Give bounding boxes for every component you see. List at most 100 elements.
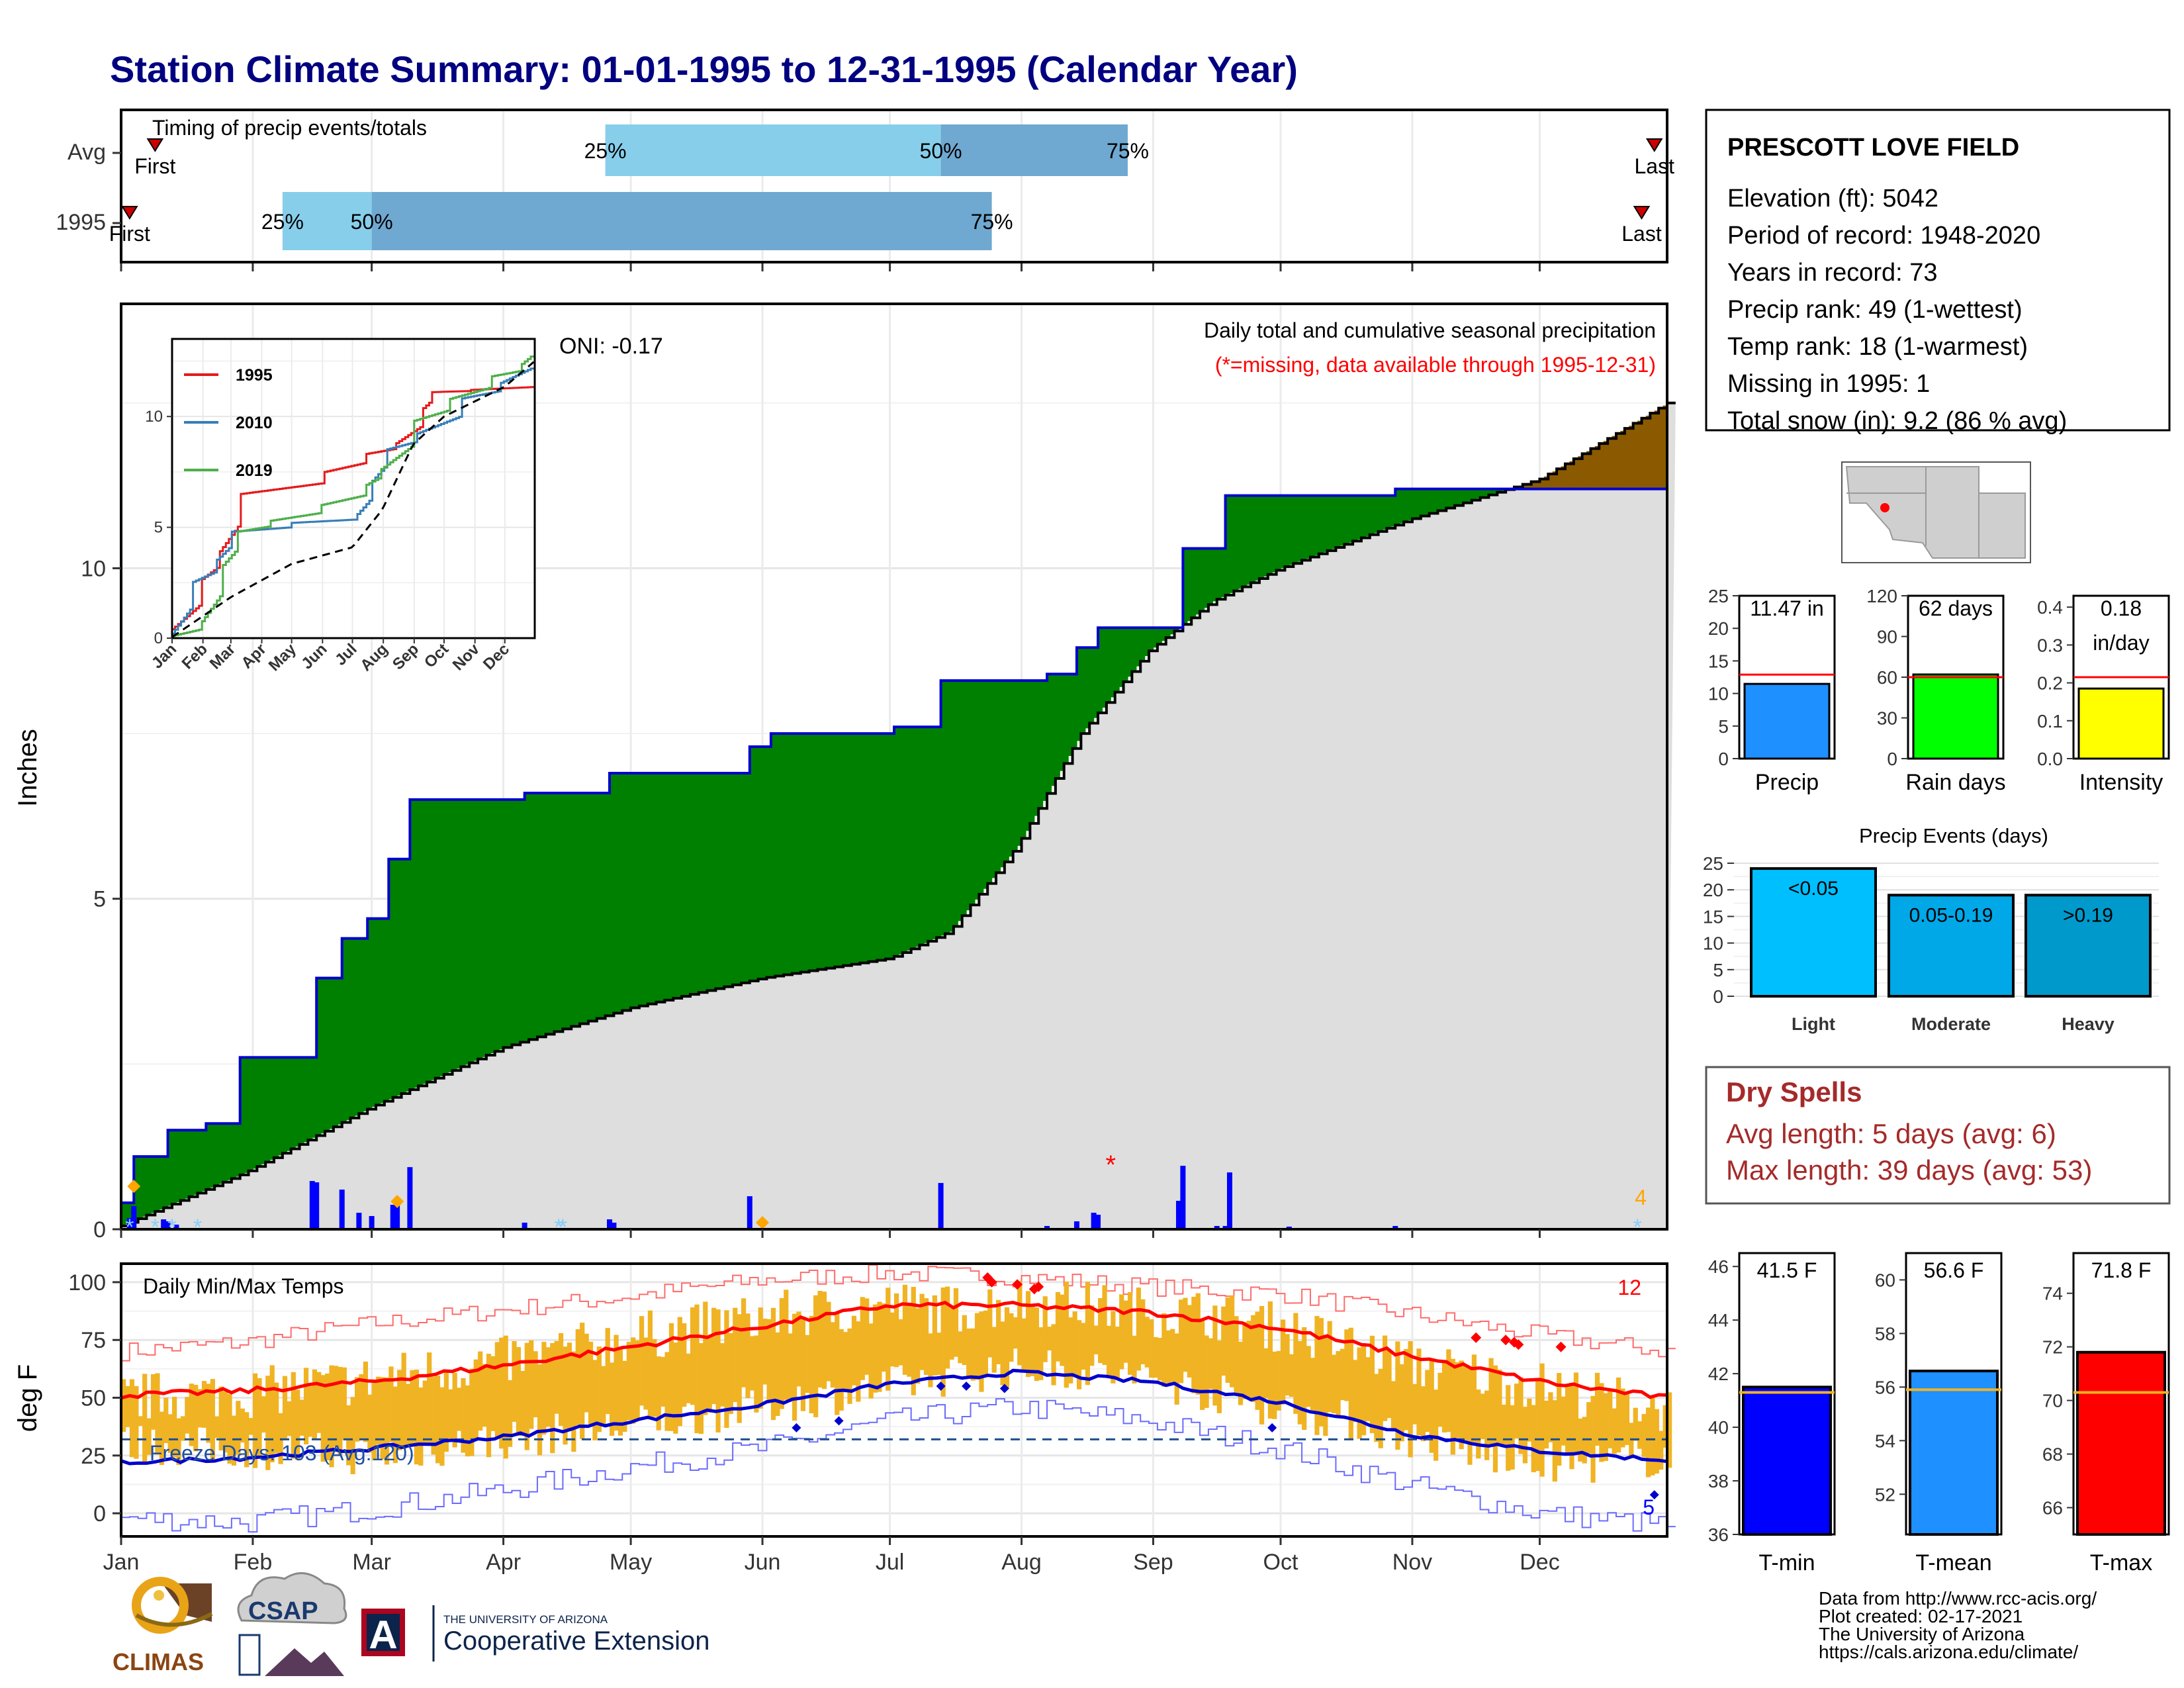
surplus-area-slice <box>1251 495 1256 583</box>
daily-temp-range-bar <box>872 1304 878 1393</box>
daily-temp-range-bar <box>1450 1358 1455 1455</box>
surplus-area-slice <box>830 733 835 968</box>
daily-temp-range-bar <box>754 1335 759 1413</box>
surplus-area-slice <box>974 680 979 900</box>
daily-temp-range-bar <box>410 1370 415 1446</box>
daily-temp-range-bar <box>422 1380 428 1444</box>
daily-temp-range-bar <box>592 1360 598 1440</box>
surplus-area-slice <box>872 733 878 961</box>
summary-y-tick-label: 0.4 <box>2037 597 2063 618</box>
daily-temp-range-bar <box>911 1287 916 1395</box>
surplus-area-slice <box>580 792 585 1024</box>
temp-y-tick-label: 36 <box>1708 1524 1729 1545</box>
surplus-area-slice <box>1216 548 1222 600</box>
inset-y-tick-label: 5 <box>154 519 163 537</box>
daily-precip-bar <box>309 1181 315 1229</box>
surplus-area-slice <box>749 747 754 981</box>
daily-temp-range-bar <box>461 1378 466 1453</box>
inset-month-label: Sep <box>389 640 422 673</box>
month-tick-label: Oct <box>1263 1550 1298 1575</box>
surplus-area-slice <box>635 773 640 1008</box>
daily-temp-range-bar <box>257 1378 262 1457</box>
daily-temp-range-bar <box>1620 1388 1625 1448</box>
surplus-area-slice <box>1488 489 1494 495</box>
summary-y-tick-label: 0 <box>1718 749 1729 769</box>
surplus-area-slice <box>622 773 627 1011</box>
daily-temp-range-bar <box>269 1365 275 1462</box>
daily-temp-range-bar <box>1170 1329 1175 1383</box>
daily-temp-range-bar <box>1021 1318 1026 1372</box>
daily-temp-range-bar <box>1369 1335 1375 1433</box>
surplus-area-slice <box>240 1057 245 1175</box>
daily-temp-range-bar <box>835 1312 840 1415</box>
daily-temp-range-bar <box>363 1361 369 1442</box>
daily-temp-range-bar <box>1191 1296 1197 1393</box>
surplus-area-slice <box>167 1130 173 1206</box>
daily-temp-range-bar <box>928 1333 933 1387</box>
daily-temp-range-bar <box>312 1369 318 1440</box>
daily-temp-range-bar <box>1586 1402 1592 1454</box>
daily-temp-range-bar <box>1204 1335 1209 1408</box>
daily-precip-bar <box>394 1198 400 1229</box>
surplus-area-slice <box>1229 495 1235 593</box>
station-info-line: Total snow (in): 9.2 (86 % avg) <box>1727 407 2067 435</box>
csap-logo: CSAP <box>237 1572 347 1676</box>
surplus-area-slice <box>1068 674 1073 757</box>
surplus-area-slice <box>516 799 521 1044</box>
surplus-area-slice <box>494 799 500 1052</box>
daily-temp-range-bar <box>282 1376 288 1440</box>
surplus-area-slice <box>325 978 330 1131</box>
climas-logo-text: CLIMAS <box>113 1648 204 1675</box>
daily-temp-range-bar <box>614 1335 619 1431</box>
daily-temp-range-bar <box>1514 1383 1520 1439</box>
daily-temp-range-bar <box>779 1298 784 1409</box>
surplus-area-slice <box>180 1130 185 1201</box>
daily-temp-range-bar <box>1395 1341 1400 1450</box>
surplus-area-slice <box>1408 489 1413 520</box>
deficit-area-slice <box>1543 476 1549 489</box>
summary-y-tick-label: 0.3 <box>2037 635 2063 655</box>
surplus-area-slice <box>915 727 921 947</box>
daily-temp-range-bar <box>656 1356 661 1430</box>
deficit-area-slice <box>1645 415 1651 489</box>
daily-temp-range-bar <box>1348 1327 1353 1440</box>
locator-map <box>1841 461 2031 563</box>
surplus-area-slice <box>779 733 784 976</box>
daily-temp-range-bar <box>1323 1335 1328 1436</box>
daily-temp-range-bar <box>1276 1350 1281 1411</box>
credit-line: The University of Arizona <box>1819 1624 2025 1644</box>
surplus-area-slice <box>227 1123 232 1181</box>
surplus-area-slice <box>150 1156 156 1213</box>
surplus-area-slice <box>677 773 682 998</box>
surplus-area-slice <box>936 727 942 938</box>
daily-temp-range-bar <box>299 1399 304 1436</box>
surplus-area-slice <box>380 918 385 1103</box>
daily-temp-range-bar <box>711 1307 717 1405</box>
daily-temp-range-bar <box>677 1317 682 1427</box>
month-tick-label: Sep <box>1133 1550 1173 1575</box>
daily-precip-bar <box>1392 1226 1398 1229</box>
surplus-area-slice <box>690 773 695 995</box>
summary-y-tick-label: 0.2 <box>2037 673 2063 694</box>
events-bar-label: 0.05-0.19 <box>1909 904 1993 926</box>
deficit-area-slice <box>1552 471 1557 489</box>
daily-temp-range-bar <box>1285 1334 1290 1396</box>
daily-temp-range-bar <box>316 1372 322 1433</box>
surplus-area-slice <box>796 733 801 973</box>
timing-bar-50-75 <box>371 192 992 250</box>
deficit-area-slice <box>1561 466 1566 489</box>
daily-temp-range-bar <box>1072 1311 1077 1378</box>
daily-precip-bar <box>1073 1221 1079 1229</box>
record-low-marker <box>1649 1490 1659 1500</box>
daily-temp-range-bar <box>1178 1299 1184 1383</box>
surplus-area-slice <box>155 1156 160 1211</box>
surplus-area-slice <box>851 733 856 964</box>
daily-temp-range-bar <box>189 1383 194 1446</box>
snow-event-marker <box>127 1180 141 1194</box>
surplus-area-slice <box>902 727 907 953</box>
surplus-area-slice <box>835 733 840 967</box>
daily-temp-range-bar <box>427 1352 432 1443</box>
temp-y-axis-label: deg F <box>13 1364 42 1432</box>
surplus-area-slice <box>508 799 513 1047</box>
surplus-area-slice <box>1234 495 1239 591</box>
